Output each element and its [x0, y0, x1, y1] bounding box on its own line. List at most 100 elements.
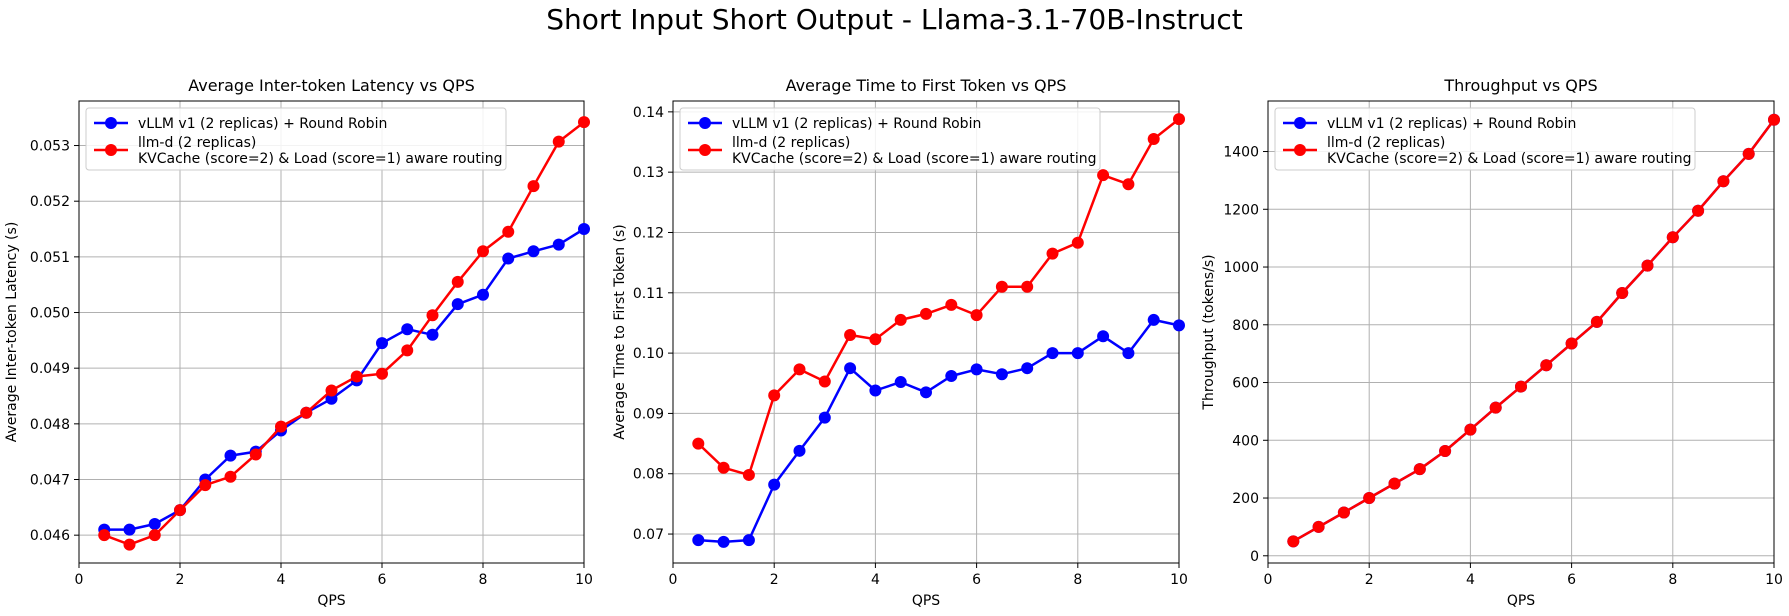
y-tick-label: 0.10	[633, 346, 664, 362]
legend-marker-vllm	[699, 117, 711, 129]
data-point-llm-d	[552, 135, 565, 148]
data-point-llm-d	[275, 420, 287, 433]
data-point-llm-d	[98, 529, 111, 542]
legend-label-llm-d-line2: KVCache (score=2) & Load (score=1) aware…	[1327, 151, 1692, 167]
y-tick-label: 1400	[1223, 145, 1259, 161]
data-point-vllm	[552, 238, 565, 251]
legend-label-llm-d-line2: KVCache (score=2) & Load (score=1) aware…	[138, 151, 503, 167]
legend-box	[85, 107, 507, 171]
data-point-vllm	[692, 534, 705, 547]
data-point-llm-d	[844, 329, 857, 342]
data-point-llm-d	[1616, 287, 1629, 300]
chart-panel-inter-token-latency: 0 2 4 6 8 10 0.046 0.047 0.048 0.049 0.050 0.051 0.0…	[4, 76, 593, 609]
data-point-llm-d	[199, 479, 212, 492]
data-point-llm-d	[1717, 175, 1730, 188]
legend-label-vllm: vLLM v1 (2 replicas) + Round Robin	[732, 116, 981, 132]
legend-label-vllm: vLLM v1 (2 replicas) + Round Robin	[1327, 116, 1576, 132]
figure-title: Short Input Short Output - Llama-3.1-70B…	[546, 3, 1243, 36]
x-tick-label: 8	[1073, 572, 1082, 588]
data-point-vllm	[793, 444, 806, 457]
data-point-vllm	[376, 337, 388, 350]
y-tick-label: 400	[1232, 433, 1259, 449]
data-point-llm-d	[350, 370, 363, 383]
data-point-llm-d	[502, 225, 515, 238]
legend-marker-llm-d	[1294, 144, 1306, 156]
data-point-llm-d	[970, 309, 983, 322]
y-tick-label: 0	[1250, 549, 1259, 565]
data-point-llm-d	[451, 275, 464, 288]
data-point-llm-d	[1439, 444, 1452, 457]
data-point-llm-d	[869, 333, 882, 346]
data-point-vllm	[527, 245, 540, 258]
legend-box	[1274, 107, 1696, 171]
data-point-llm-d	[894, 313, 907, 326]
legend-label-llm-d-line2: KVCache (score=2) & Load (score=1) aware…	[732, 151, 1097, 167]
y-axis-label: Average Time to First Token (s)	[612, 224, 628, 440]
y-tick-label: 0.13	[633, 165, 664, 181]
data-point-llm-d	[1173, 113, 1185, 126]
data-point-vllm	[502, 252, 515, 265]
chart-title-throughput: Throughput vs QPS	[1443, 76, 1597, 95]
x-tick-label: 0	[669, 572, 678, 588]
y-tick-label: 200	[1232, 491, 1259, 507]
x-tick-label: 4	[277, 572, 286, 588]
legend-label-vllm: vLLM v1 (2 replicas) + Round Robin	[138, 116, 387, 132]
y-tick-label: 0.052	[30, 194, 70, 210]
legend-marker-llm-d	[105, 144, 117, 156]
data-point-llm-d	[920, 307, 932, 320]
data-point-llm-d	[692, 437, 705, 450]
data-point-vllm	[1046, 347, 1059, 360]
data-point-llm-d	[1122, 178, 1135, 191]
chart-title-time-to-first-token: Average Time to First Token vs QPS	[786, 76, 1067, 95]
legend-label-llm-d-line1: llm-d (2 replicas)	[732, 135, 850, 151]
data-point-vllm	[945, 370, 958, 383]
y-tick-label: 0.049	[30, 361, 70, 377]
x-axis-label: QPS	[912, 593, 940, 609]
legend: vLLM v1 (2 replicas) + Round Robin llm-d …	[679, 107, 1101, 171]
y-tick-label: 0.14	[633, 105, 664, 121]
data-point-llm-d	[325, 384, 338, 397]
data-point-llm-d	[578, 116, 590, 129]
y-tick-label: 0.12	[633, 225, 664, 241]
data-point-llm-d	[742, 468, 755, 481]
data-point-vllm	[995, 368, 1008, 381]
series-line-llm-d	[697, 118, 1180, 477]
data-point-llm-d	[477, 245, 489, 258]
data-point-llm-d	[1768, 113, 1780, 126]
x-axis-label: QPS	[1507, 593, 1535, 609]
data-point-llm-d	[174, 504, 186, 517]
data-point-vllm	[148, 518, 161, 531]
data-point-vllm	[844, 362, 857, 375]
data-point-llm-d	[1312, 520, 1325, 533]
data-point-llm-d	[376, 367, 388, 380]
series-line-vllm	[104, 227, 585, 531]
x-tick-label: 2	[176, 572, 185, 588]
data-point-llm-d	[224, 470, 237, 483]
data-point-llm-d	[1287, 535, 1300, 548]
y-tick-label: 0.08	[633, 467, 664, 483]
data-point-llm-d	[300, 406, 313, 419]
data-point-vllm	[224, 449, 237, 462]
data-point-llm-d	[1021, 280, 1034, 293]
x-tick-label: 10	[1170, 572, 1188, 588]
chart-title-inter-token-latency: Average Inter-token Latency vs QPS	[188, 76, 475, 95]
data-point-vllm	[768, 478, 781, 491]
y-tick-label: 0.09	[633, 406, 664, 422]
data-point-llm-d	[945, 298, 958, 311]
data-point-llm-d	[426, 309, 439, 322]
y-tick-label: 0.048	[30, 417, 70, 433]
data-point-llm-d	[401, 344, 414, 357]
legend-label-llm-d-line1: llm-d (2 replicas)	[138, 135, 256, 151]
x-tick-label: 6	[1567, 572, 1576, 588]
data-point-vllm	[920, 386, 932, 399]
series-line-llm-d	[103, 121, 585, 546]
y-tick-label: 0.051	[30, 250, 70, 266]
data-point-llm-d	[995, 280, 1008, 293]
data-point-vllm	[401, 323, 414, 336]
y-tick-label: 1200	[1223, 202, 1259, 218]
data-point-vllm	[970, 363, 983, 376]
data-point-llm-d	[793, 363, 806, 376]
data-point-vllm	[1122, 347, 1135, 360]
y-tick-label: 800	[1232, 318, 1259, 334]
data-point-vllm	[742, 534, 755, 547]
